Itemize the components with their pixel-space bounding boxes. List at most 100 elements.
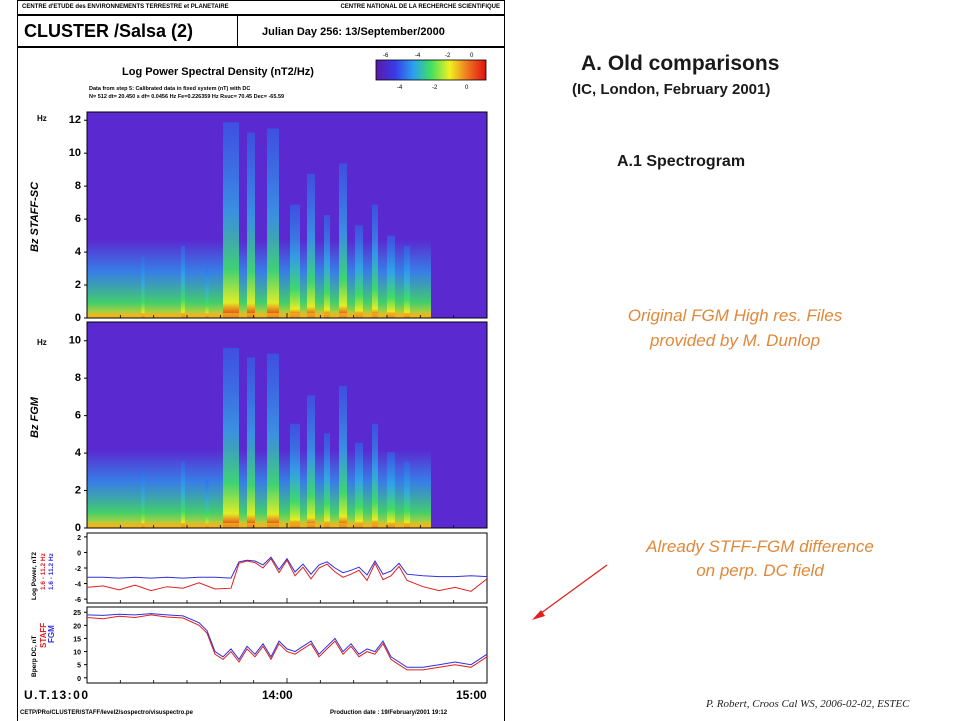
spectrogram-burst	[181, 461, 185, 528]
spectrogram-burst	[355, 442, 363, 528]
panel-fgm-spectrogram: Bz FGM Hz 0 2 4 6 8 10	[29, 321, 488, 534]
spectrogram-burst	[372, 204, 378, 318]
panel4-legend-fgm: FGM	[47, 625, 56, 643]
panel4-ylabel: Bperp DC, nT	[31, 635, 38, 677]
ytick-label: 2	[75, 485, 81, 497]
spectrogram-burst	[267, 353, 279, 528]
header-left-text: CENTRE d'ETUDE des ENVIRONNEMENTS TERRES…	[22, 4, 229, 10]
panel3-legend-1: 1.6 - 11.2 Hz	[40, 552, 47, 590]
spectrogram-burst	[404, 245, 410, 318]
panel3-legend-2: 1.6 - 11.2 Hz	[48, 552, 55, 590]
ytick-label: -4	[75, 582, 81, 589]
xtick-1400: 14:00	[262, 688, 293, 702]
ytick-label: 12	[69, 114, 81, 126]
header-right-text: CENTRE NATIONAL DE LA RECHERCHE SCIENTIF…	[340, 4, 500, 10]
spectrogram-burst	[290, 423, 300, 528]
ytick-label: 6	[75, 213, 81, 225]
spectrogram-figure: CENTRE d'ETUDE des ENVIRONNEMENTS TERRES…	[17, 0, 505, 721]
colorbar-tick-top-4: 0	[470, 53, 474, 59]
colorbar-tick-top-2: -4	[415, 53, 421, 59]
note-fgm-files-line1: Original FGM High res. Files	[627, 306, 843, 325]
panel-log-power: Log Power, nT2 1.6 - 11.2 Hz 1.6 - 11.2 …	[31, 532, 488, 604]
spectrogram-burst	[372, 423, 378, 528]
spectrogram-burst	[247, 132, 255, 318]
colorbar-tick-top-1: -6	[383, 53, 389, 59]
figure-footer-right: Production date : 19/February/2001 19:12	[330, 710, 448, 716]
mission-title: CLUSTER /Salsa (2)	[24, 21, 194, 41]
spectrogram-burst	[355, 225, 363, 318]
panel2-yunit: Hz	[37, 338, 47, 347]
slide-footer: P. Robert, Croos Cal WS, 2006-02-02, EST…	[706, 698, 910, 710]
ytick-label: 2	[77, 535, 81, 542]
panel1-yunit: Hz	[37, 114, 47, 123]
ytick-label: 25	[73, 610, 81, 617]
ytick-label: 5	[77, 663, 81, 670]
panel2-ylabel: Bz FGM	[29, 396, 41, 438]
slide-heading: A. Old comparisons	[581, 52, 780, 75]
panel1-ylabel: Bz STAFF-SC	[29, 181, 41, 252]
figure-footer-left: CETP/PRo/CLUSTER/STAFF/level2/sospectro/…	[20, 710, 194, 716]
info-line-1: Data from step 5: Calibrated data in fix…	[89, 86, 251, 92]
spectrogram-burst	[290, 204, 300, 318]
panel4-frame	[86, 606, 488, 684]
spectrogram-low-freq	[87, 523, 431, 528]
ytick-label: 0	[77, 676, 81, 683]
note-difference-line2: on perp. DC field	[696, 561, 824, 580]
figure-plots: -6 -4 -2 0 -4 -2 0 Bz STAFF-SC Hz 024681…	[20, 53, 488, 716]
ytick-label: 4	[75, 246, 82, 258]
ytick-label: 8	[75, 180, 81, 192]
xtick-1300: U.T.13:00	[24, 688, 90, 702]
spectrogram-burst	[141, 471, 145, 528]
ytick-label: 2	[75, 279, 81, 291]
ytick-label: 8	[75, 372, 81, 384]
julian-day-box: Julian Day 256: 13/September/2000	[237, 15, 505, 47]
ytick-label: 15	[73, 636, 81, 643]
series-line-1-6-11-2-hz	[86, 557, 488, 592]
spectrogram-burst	[404, 461, 410, 528]
spectrogram-burst	[339, 163, 347, 318]
spectrogram-floor	[87, 449, 431, 528]
spectrogram-burst	[141, 256, 145, 318]
plot-title: Log Power Spectral Density (nT2/Hz)	[122, 66, 314, 78]
ytick-label: 0	[75, 312, 81, 324]
ytick-label: 10	[69, 147, 81, 159]
series-line-staff	[86, 614, 488, 671]
ytick-label: 10	[69, 335, 81, 347]
spectrogram-burst	[267, 128, 279, 318]
ytick-label: 0	[75, 522, 81, 534]
colorbar-tick-bottom-3: 0	[465, 85, 469, 91]
panel3-frame	[86, 532, 488, 604]
spectrogram-burst	[205, 480, 209, 528]
spectrogram-floor	[87, 239, 431, 318]
colorbar-gradient	[375, 59, 487, 81]
spectrogram-burst	[223, 122, 239, 318]
spectrogram-burst	[387, 452, 395, 528]
section-title: A.1 Spectrogram	[617, 153, 746, 170]
colorbar-tick-bottom-2: -2	[432, 85, 438, 91]
spectrogram-burst	[223, 347, 239, 528]
spectrogram-burst	[339, 385, 347, 528]
info-line-2: N= 512 dt= 20.450 s df= 0.0456 Hz Fe=0.2…	[89, 94, 285, 100]
spectrogram-burst	[324, 215, 330, 318]
panel-staff-spectrogram: Bz STAFF-SC Hz 0 2 4 6 8 10 12	[29, 111, 488, 324]
julian-day-title: Julian Day 256: 13/September/2000	[262, 26, 445, 38]
slide-subheading: (IC, London, February 2001)	[572, 81, 771, 98]
spectrogram-burst	[205, 266, 209, 318]
spectrogram-burst	[181, 245, 185, 318]
ytick-label: 10	[73, 650, 81, 657]
ytick-label: 6	[75, 410, 81, 422]
figure-header-strip: CENTRE d'ETUDE des ENVIRONNEMENTS TERRES…	[17, 0, 505, 15]
ytick-label: -2	[75, 566, 81, 573]
spectrogram-burst	[324, 433, 330, 528]
panel3-ylabel: Log Power, nT2	[31, 552, 38, 600]
spectrogram-burst	[247, 357, 255, 528]
note-difference-line1: Already STFF-FGM difference	[646, 537, 874, 556]
series-line-1-6-11-2-hz	[87, 556, 488, 579]
colorbar: -6 -4 -2 0 -4 -2 0	[375, 53, 487, 91]
ytick-label: 20	[73, 623, 81, 630]
mission-title-box: CLUSTER /Salsa (2)	[17, 15, 239, 47]
note-fgm-files-line2: provided by M. Dunlop	[649, 331, 821, 350]
arrow-head	[532, 610, 545, 620]
spectrogram-burst	[387, 235, 395, 318]
arrow-shaft	[536, 564, 608, 617]
